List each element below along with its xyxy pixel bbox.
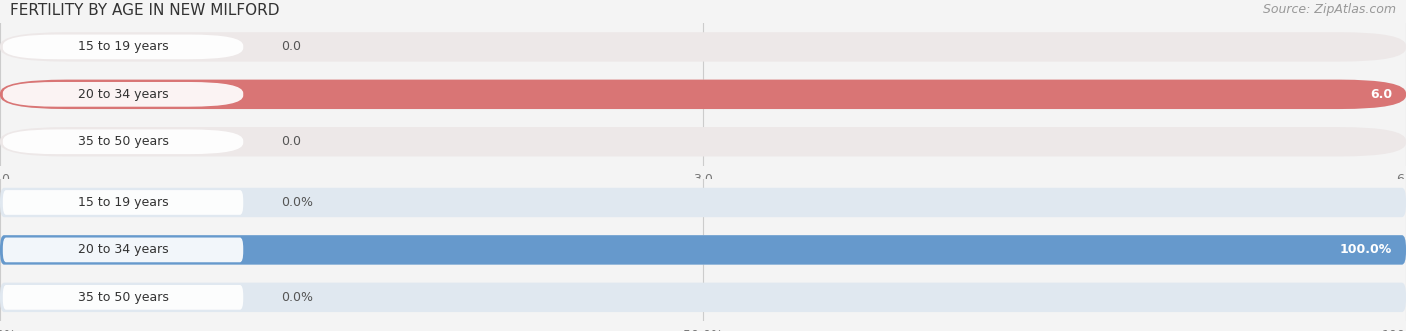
FancyBboxPatch shape bbox=[0, 283, 1406, 312]
FancyBboxPatch shape bbox=[3, 190, 243, 215]
Text: 6.0: 6.0 bbox=[1369, 88, 1392, 101]
Text: Source: ZipAtlas.com: Source: ZipAtlas.com bbox=[1263, 3, 1396, 16]
Text: 0.0: 0.0 bbox=[281, 135, 301, 148]
Text: 0.0%: 0.0% bbox=[281, 196, 314, 209]
FancyBboxPatch shape bbox=[3, 129, 243, 154]
FancyBboxPatch shape bbox=[3, 238, 243, 262]
Text: 15 to 19 years: 15 to 19 years bbox=[77, 196, 169, 209]
Text: 0.0: 0.0 bbox=[281, 40, 301, 53]
FancyBboxPatch shape bbox=[0, 32, 1406, 62]
Text: 20 to 34 years: 20 to 34 years bbox=[77, 88, 169, 101]
FancyBboxPatch shape bbox=[0, 127, 1406, 157]
Text: FERTILITY BY AGE IN NEW MILFORD: FERTILITY BY AGE IN NEW MILFORD bbox=[10, 3, 280, 18]
FancyBboxPatch shape bbox=[0, 235, 1406, 264]
FancyBboxPatch shape bbox=[3, 285, 243, 310]
Text: 35 to 50 years: 35 to 50 years bbox=[77, 291, 169, 304]
FancyBboxPatch shape bbox=[3, 34, 243, 59]
Text: 35 to 50 years: 35 to 50 years bbox=[77, 135, 169, 148]
FancyBboxPatch shape bbox=[0, 188, 1406, 217]
Text: 20 to 34 years: 20 to 34 years bbox=[77, 243, 169, 257]
Text: 100.0%: 100.0% bbox=[1340, 243, 1392, 257]
FancyBboxPatch shape bbox=[3, 82, 243, 107]
FancyBboxPatch shape bbox=[0, 80, 1406, 109]
Text: 15 to 19 years: 15 to 19 years bbox=[77, 40, 169, 53]
Text: 0.0%: 0.0% bbox=[281, 291, 314, 304]
FancyBboxPatch shape bbox=[0, 80, 1406, 109]
FancyBboxPatch shape bbox=[0, 235, 1406, 264]
